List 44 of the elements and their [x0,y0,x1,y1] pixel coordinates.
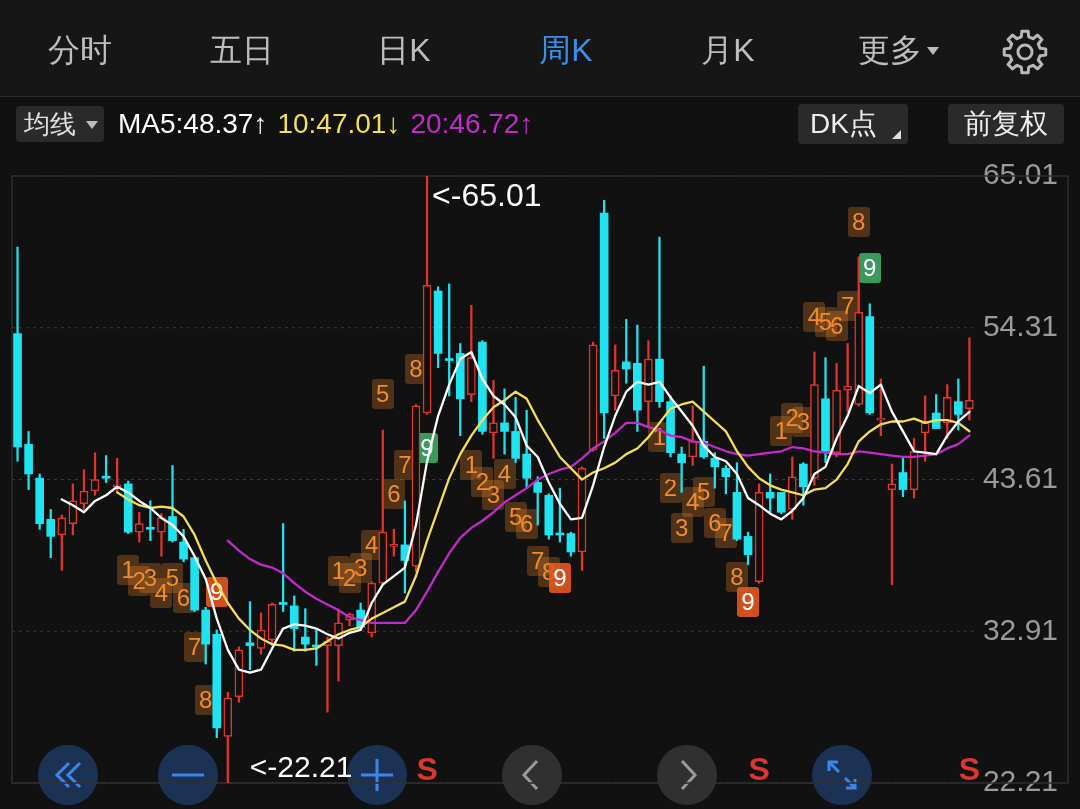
text: 更多 [858,31,922,69]
y-tick-label: 32.91 [982,612,1058,646]
text: 20:46.72↑ [410,108,534,140]
badge: 9 [737,586,759,617]
y-tick-label: 43.61 [982,460,1058,494]
dropdown-button: 前复权 [948,104,1064,144]
badge: 9 [858,252,881,283]
candlestick [500,388,509,455]
annotation: 5 [376,380,390,407]
candlestick [965,337,974,421]
badge: 8 [847,206,870,237]
text: 周K [539,31,593,69]
y-tick-label: 54.31 [982,309,1058,343]
candlestick [655,236,664,408]
text: 10:47.01↓ [277,108,401,140]
badge: 2 [659,472,682,503]
annotation: 7 [398,450,412,478]
annotation: <-65.01 [432,177,542,213]
annotation: S [416,751,438,787]
candlestick [677,446,686,493]
candlestick [489,380,498,459]
annotation: 1 [121,555,135,583]
annotation: S [748,751,770,787]
badge: 3 [670,513,693,544]
badge: 5 [371,379,394,409]
text: 五日 [210,31,274,69]
dropdown-button: DK点 [798,104,908,144]
annotation: 8 [199,686,213,713]
text: 日K [377,31,431,69]
annotation: 9 [553,564,567,592]
badge: 8 [725,561,748,592]
annotation: 9 [863,253,877,281]
annotation: S [958,751,981,787]
dropdown-button: 均线 [16,106,104,142]
annotation: 6 [387,480,401,508]
annotation: 8 [852,207,866,235]
text: 分时 [48,31,112,69]
y-tick-label: 65.01 [982,157,1058,191]
text: MA5:48.37↑ [118,108,268,140]
annotation: <-22.21 [249,750,353,783]
text: 月K [701,31,755,69]
y-tick-label: 22.21 [982,764,1058,798]
annotation: 1 [774,417,788,445]
badge: 7 [183,631,206,662]
